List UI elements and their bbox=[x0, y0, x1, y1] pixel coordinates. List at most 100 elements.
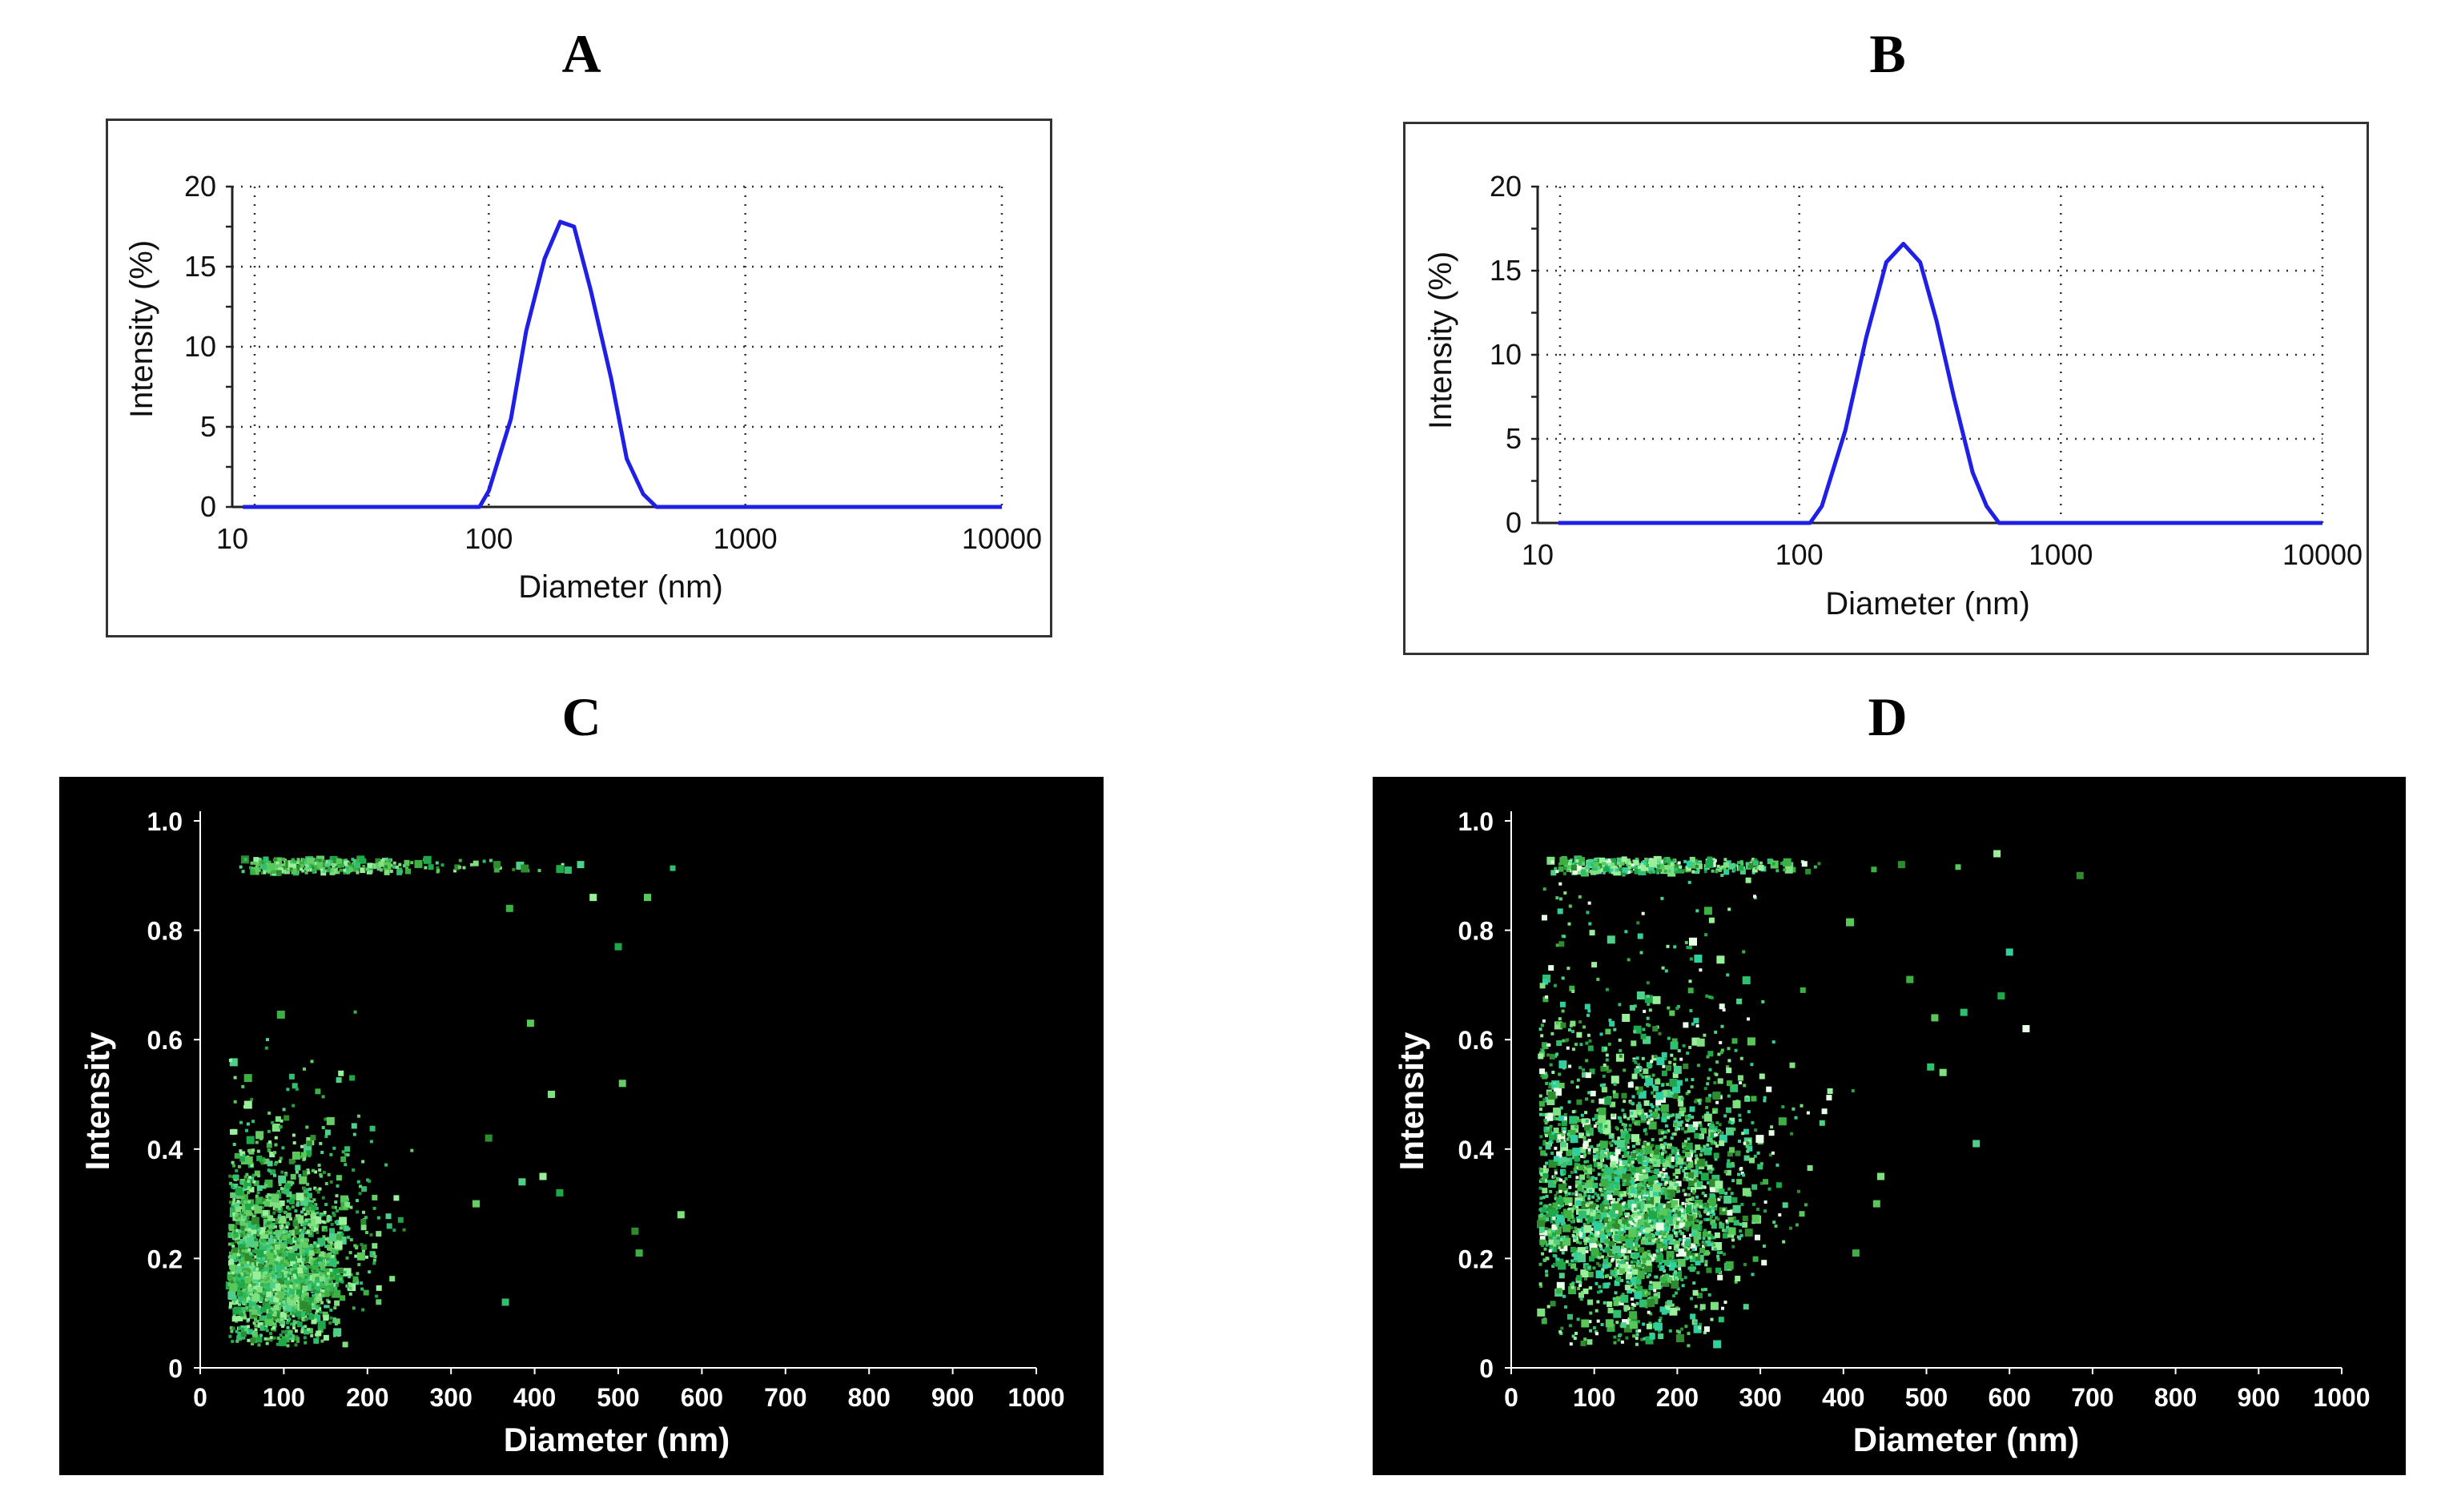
scatter-point bbox=[1740, 1172, 1744, 1175]
scatter-point bbox=[1640, 1337, 1644, 1341]
scatter-point bbox=[263, 1276, 267, 1280]
scatter-point bbox=[326, 1263, 330, 1267]
scatter-point bbox=[1695, 1219, 1699, 1223]
scatter-point bbox=[285, 1256, 289, 1260]
scatter-point bbox=[1628, 1124, 1632, 1128]
scatter-point bbox=[229, 1200, 232, 1204]
scatter-point bbox=[247, 1234, 251, 1238]
scatter-point bbox=[251, 1305, 255, 1309]
scatter-point bbox=[1599, 1084, 1603, 1088]
scatter-point bbox=[243, 1292, 247, 1296]
x-tick-label: 800 bbox=[848, 1383, 891, 1412]
scatter-point bbox=[294, 1329, 298, 1333]
scatter-point bbox=[1663, 1182, 1667, 1186]
scatter-point bbox=[1537, 1308, 1546, 1317]
scatter-point bbox=[289, 1272, 293, 1276]
scatter-point bbox=[279, 1231, 284, 1235]
scatter-point bbox=[1545, 1161, 1549, 1165]
scatter-point bbox=[1539, 1236, 1546, 1242]
scatter-point bbox=[1690, 1257, 1695, 1263]
scatter-point bbox=[1582, 1199, 1586, 1203]
scatter-point bbox=[324, 1129, 331, 1136]
scatter-point bbox=[294, 1242, 300, 1249]
scatter-point bbox=[271, 1326, 275, 1330]
scatter-point bbox=[1564, 1197, 1573, 1205]
scatter-point bbox=[253, 857, 259, 863]
scatter-point bbox=[1583, 1193, 1587, 1197]
scatter-point bbox=[332, 1249, 339, 1255]
scatter-point bbox=[1631, 1288, 1635, 1292]
scatter-point bbox=[1606, 858, 1610, 862]
scatter-point bbox=[1571, 990, 1575, 993]
scatter-point bbox=[1720, 1048, 1724, 1052]
scatter-point bbox=[320, 1301, 324, 1305]
scatter-point bbox=[458, 865, 461, 869]
scatter-point bbox=[1581, 1068, 1585, 1072]
scatter-point bbox=[1664, 1124, 1668, 1128]
scatter-point bbox=[268, 1204, 272, 1208]
scatter-point bbox=[1663, 1089, 1671, 1098]
scatter-point bbox=[292, 1326, 296, 1329]
scatter-point bbox=[1607, 1233, 1611, 1237]
scatter-point bbox=[1693, 1325, 1702, 1333]
scatter-point bbox=[307, 1171, 311, 1175]
scatter-point bbox=[235, 1301, 239, 1304]
scatter-point bbox=[269, 1242, 273, 1246]
scatter-point bbox=[276, 864, 283, 870]
scatter-point bbox=[1682, 1156, 1686, 1160]
scatter-point bbox=[317, 1261, 321, 1265]
scatter-point bbox=[1591, 1222, 1595, 1226]
scatter-point bbox=[1562, 1294, 1566, 1298]
scatter-point bbox=[340, 1295, 346, 1301]
scatter-point bbox=[267, 1243, 271, 1247]
scatter-point bbox=[1591, 962, 1598, 968]
scatter-point bbox=[332, 1254, 336, 1258]
scatter-point bbox=[1725, 1107, 1731, 1113]
scatter-point bbox=[252, 1271, 261, 1280]
scatter-point bbox=[271, 1274, 275, 1278]
scatter-point bbox=[230, 1265, 235, 1271]
scatter-point bbox=[384, 867, 388, 871]
scatter-point bbox=[286, 1344, 290, 1348]
scatter-point bbox=[1586, 1339, 1593, 1345]
scatter-point bbox=[299, 1236, 303, 1240]
scatter-point bbox=[1605, 860, 1609, 864]
scatter-point bbox=[352, 1306, 356, 1310]
scatter-point bbox=[268, 1140, 271, 1144]
scatter-point bbox=[1624, 1214, 1628, 1218]
scatter-point bbox=[1649, 1064, 1653, 1068]
scatter-point bbox=[1655, 1079, 1661, 1085]
scatter-point bbox=[352, 1168, 356, 1172]
scatter-point bbox=[291, 1205, 295, 1209]
scatter-point bbox=[1540, 1244, 1544, 1247]
scatter-point bbox=[251, 1148, 255, 1152]
scatter-point bbox=[306, 1150, 312, 1156]
scatter-point bbox=[384, 869, 390, 875]
scatter-point bbox=[1603, 1164, 1607, 1168]
scatter-point bbox=[312, 1303, 315, 1307]
scatter-point bbox=[345, 1256, 349, 1260]
scatter-point bbox=[1582, 1196, 1586, 1200]
scatter-point bbox=[300, 1238, 304, 1242]
scatter-point bbox=[1771, 1040, 1775, 1044]
scatter-point bbox=[1667, 1036, 1671, 1040]
scatter-point bbox=[521, 864, 529, 873]
scatter-point bbox=[1649, 1228, 1653, 1232]
scatter-point bbox=[1569, 985, 1575, 991]
scatter-point bbox=[1542, 1140, 1546, 1144]
scatter-point bbox=[1641, 911, 1645, 915]
scatter-point bbox=[254, 1328, 258, 1332]
scatter-point bbox=[292, 1321, 296, 1325]
y-tick-label: 0 bbox=[200, 490, 216, 523]
scatter-point bbox=[287, 1238, 293, 1245]
scatter-point bbox=[1634, 1068, 1640, 1074]
scatter-point bbox=[1636, 991, 1645, 999]
scatter-point bbox=[335, 1194, 339, 1198]
scatter-point bbox=[1678, 1100, 1684, 1107]
scatter-point bbox=[334, 1200, 338, 1204]
scatter-point bbox=[340, 1195, 348, 1204]
scatter-point bbox=[308, 1313, 315, 1320]
scatter-point bbox=[1763, 1096, 1767, 1100]
scatter-point bbox=[1572, 1230, 1576, 1234]
scatter-point bbox=[1635, 1150, 1639, 1154]
